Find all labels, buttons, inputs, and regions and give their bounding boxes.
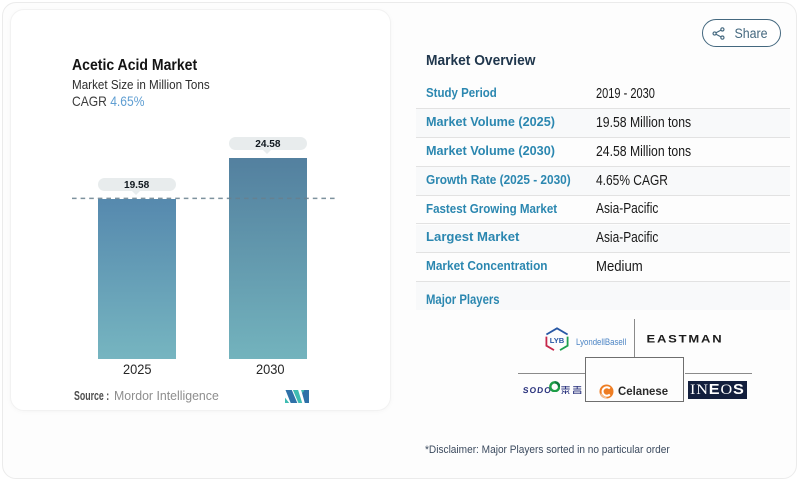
svg-text:LYB: LYB: [550, 336, 565, 345]
